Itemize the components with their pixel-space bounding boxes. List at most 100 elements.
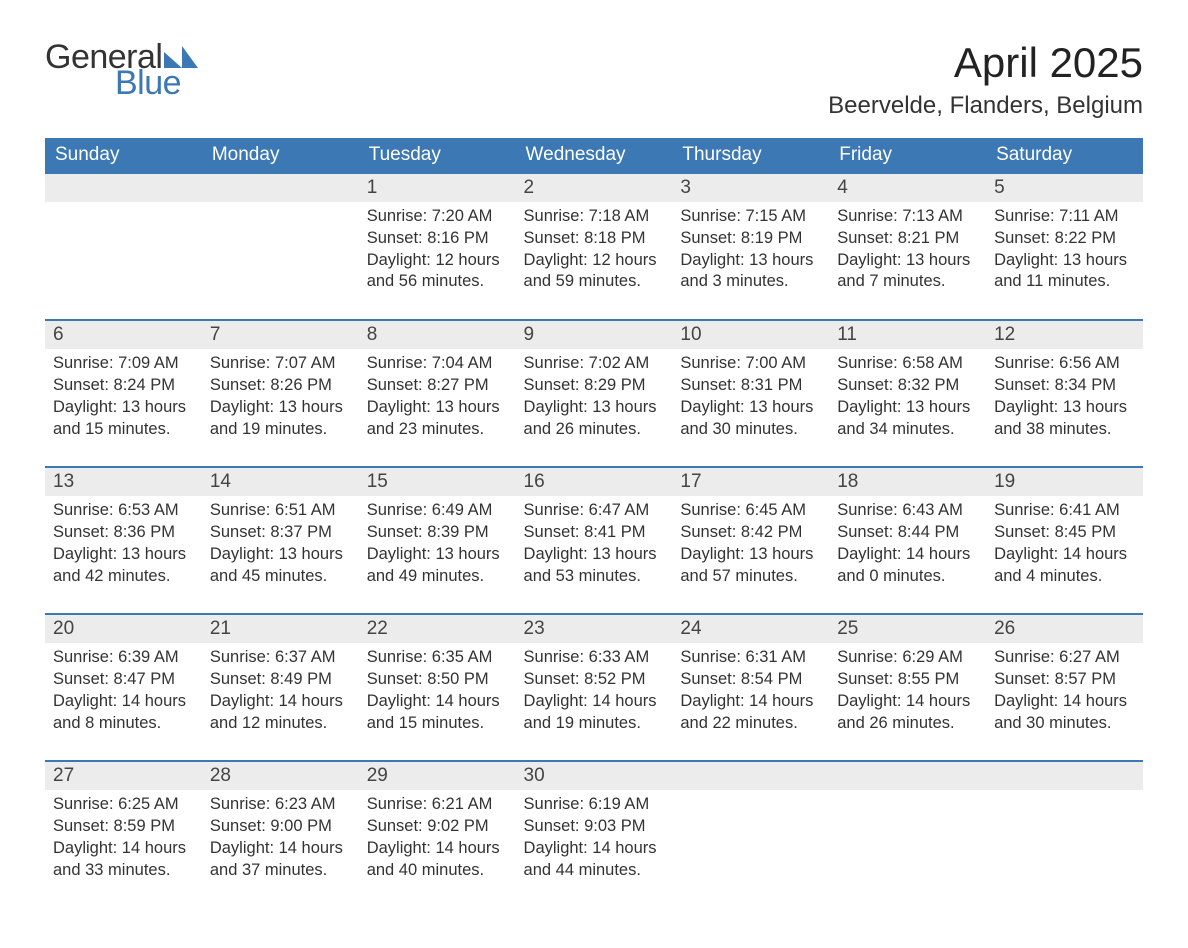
sunset-line: Sunset: 8:54 PM <box>680 669 821 691</box>
day-number-band: 17 <box>672 468 829 496</box>
daylight-line: Daylight: 14 hours and 33 minutes. <box>53 838 194 882</box>
daylight-line: Daylight: 14 hours and 44 minutes. <box>524 838 665 882</box>
day-number-band: 25 <box>829 615 986 643</box>
calendar-day-cell: 30Sunrise: 6:19 AMSunset: 9:03 PMDayligh… <box>516 761 673 907</box>
calendar-week-row: 6Sunrise: 7:09 AMSunset: 8:24 PMDaylight… <box>45 320 1143 467</box>
sunrise-line: Sunrise: 7:02 AM <box>524 353 665 375</box>
day-number-band: 4 <box>829 174 986 202</box>
sunrise-line: Sunrise: 6:35 AM <box>367 647 508 669</box>
sunrise-line: Sunrise: 6:49 AM <box>367 500 508 522</box>
day-number-band: 1 <box>359 174 516 202</box>
daylight-line: Daylight: 13 hours and 30 minutes. <box>680 397 821 441</box>
daylight-line: Daylight: 13 hours and 7 minutes. <box>837 250 978 294</box>
sunrise-line: Sunrise: 7:04 AM <box>367 353 508 375</box>
daylight-line: Daylight: 13 hours and 57 minutes. <box>680 544 821 588</box>
day-number-band: 20 <box>45 615 202 643</box>
calendar-day-cell: 10Sunrise: 7:00 AMSunset: 8:31 PMDayligh… <box>672 320 829 467</box>
sunrise-line: Sunrise: 6:45 AM <box>680 500 821 522</box>
sunset-line: Sunset: 8:57 PM <box>994 669 1135 691</box>
day-body: Sunrise: 6:21 AMSunset: 9:02 PMDaylight:… <box>359 790 516 907</box>
sunrise-line: Sunrise: 6:39 AM <box>53 647 194 669</box>
sunset-line: Sunset: 8:24 PM <box>53 375 194 397</box>
day-body: Sunrise: 6:27 AMSunset: 8:57 PMDaylight:… <box>986 643 1143 760</box>
day-header: Wednesday <box>516 138 673 173</box>
day-body: Sunrise: 7:00 AMSunset: 8:31 PMDaylight:… <box>672 349 829 466</box>
day-number-band: 9 <box>516 321 673 349</box>
day-body: Sunrise: 6:58 AMSunset: 8:32 PMDaylight:… <box>829 349 986 466</box>
calendar-day-cell: 29Sunrise: 6:21 AMSunset: 9:02 PMDayligh… <box>359 761 516 907</box>
sunset-line: Sunset: 8:19 PM <box>680 228 821 250</box>
day-body: Sunrise: 6:31 AMSunset: 8:54 PMDaylight:… <box>672 643 829 760</box>
day-number-band: 22 <box>359 615 516 643</box>
sunrise-line: Sunrise: 6:23 AM <box>210 794 351 816</box>
daylight-line: Daylight: 13 hours and 26 minutes. <box>524 397 665 441</box>
calendar-day-cell: 25Sunrise: 6:29 AMSunset: 8:55 PMDayligh… <box>829 614 986 761</box>
day-body: Sunrise: 6:47 AMSunset: 8:41 PMDaylight:… <box>516 496 673 613</box>
sunrise-line: Sunrise: 6:19 AM <box>524 794 665 816</box>
sunset-line: Sunset: 8:36 PM <box>53 522 194 544</box>
calendar-day-cell: 28Sunrise: 6:23 AMSunset: 9:00 PMDayligh… <box>202 761 359 907</box>
day-number-band: 23 <box>516 615 673 643</box>
daylight-line: Daylight: 14 hours and 26 minutes. <box>837 691 978 735</box>
calendar-day-cell: 23Sunrise: 6:33 AMSunset: 8:52 PMDayligh… <box>516 614 673 761</box>
day-body: Sunrise: 6:56 AMSunset: 8:34 PMDaylight:… <box>986 349 1143 466</box>
day-number-band: 11 <box>829 321 986 349</box>
sunset-line: Sunset: 8:45 PM <box>994 522 1135 544</box>
calendar-table: SundayMondayTuesdayWednesdayThursdayFrid… <box>45 138 1143 907</box>
calendar-day-cell: 11Sunrise: 6:58 AMSunset: 8:32 PMDayligh… <box>829 320 986 467</box>
day-body: Sunrise: 6:37 AMSunset: 8:49 PMDaylight:… <box>202 643 359 760</box>
day-number-band: 27 <box>45 762 202 790</box>
daylight-line: Daylight: 14 hours and 40 minutes. <box>367 838 508 882</box>
sunrise-line: Sunrise: 7:18 AM <box>524 206 665 228</box>
day-body: Sunrise: 6:51 AMSunset: 8:37 PMDaylight:… <box>202 496 359 613</box>
sunset-line: Sunset: 9:03 PM <box>524 816 665 838</box>
daylight-line: Daylight: 13 hours and 38 minutes. <box>994 397 1135 441</box>
sunset-line: Sunset: 8:52 PM <box>524 669 665 691</box>
day-number-band <box>45 174 202 202</box>
calendar-thead: SundayMondayTuesdayWednesdayThursdayFrid… <box>45 138 1143 173</box>
calendar-day-cell: 6Sunrise: 7:09 AMSunset: 8:24 PMDaylight… <box>45 320 202 467</box>
calendar-day-cell: 19Sunrise: 6:41 AMSunset: 8:45 PMDayligh… <box>986 467 1143 614</box>
sunrise-line: Sunrise: 6:58 AM <box>837 353 978 375</box>
daylight-line: Daylight: 14 hours and 19 minutes. <box>524 691 665 735</box>
calendar-day-cell: 8Sunrise: 7:04 AMSunset: 8:27 PMDaylight… <box>359 320 516 467</box>
calendar-day-cell: 21Sunrise: 6:37 AMSunset: 8:49 PMDayligh… <box>202 614 359 761</box>
sunset-line: Sunset: 8:31 PM <box>680 375 821 397</box>
day-body <box>829 790 986 880</box>
day-header: Friday <box>829 138 986 173</box>
calendar-day-cell: 1Sunrise: 7:20 AMSunset: 8:16 PMDaylight… <box>359 173 516 320</box>
sunset-line: Sunset: 8:42 PM <box>680 522 821 544</box>
location-subtitle: Beervelde, Flanders, Belgium <box>828 92 1143 120</box>
calendar-day-cell: 4Sunrise: 7:13 AMSunset: 8:21 PMDaylight… <box>829 173 986 320</box>
sunset-line: Sunset: 8:39 PM <box>367 522 508 544</box>
daylight-line: Daylight: 14 hours and 8 minutes. <box>53 691 194 735</box>
calendar-day-cell: 24Sunrise: 6:31 AMSunset: 8:54 PMDayligh… <box>672 614 829 761</box>
day-header: Sunday <box>45 138 202 173</box>
daylight-line: Daylight: 14 hours and 0 minutes. <box>837 544 978 588</box>
daylight-line: Daylight: 13 hours and 3 minutes. <box>680 250 821 294</box>
sunrise-line: Sunrise: 6:27 AM <box>994 647 1135 669</box>
day-number-band: 8 <box>359 321 516 349</box>
day-body: Sunrise: 7:02 AMSunset: 8:29 PMDaylight:… <box>516 349 673 466</box>
calendar-week-row: 20Sunrise: 6:39 AMSunset: 8:47 PMDayligh… <box>45 614 1143 761</box>
day-body: Sunrise: 6:53 AMSunset: 8:36 PMDaylight:… <box>45 496 202 613</box>
daylight-line: Daylight: 14 hours and 37 minutes. <box>210 838 351 882</box>
day-header: Saturday <box>986 138 1143 173</box>
day-number-band: 5 <box>986 174 1143 202</box>
day-number-band: 6 <box>45 321 202 349</box>
daylight-line: Daylight: 14 hours and 12 minutes. <box>210 691 351 735</box>
calendar-day-cell: 18Sunrise: 6:43 AMSunset: 8:44 PMDayligh… <box>829 467 986 614</box>
daylight-line: Daylight: 13 hours and 15 minutes. <box>53 397 194 441</box>
day-number-band <box>202 174 359 202</box>
day-body <box>45 202 202 292</box>
day-number-band: 3 <box>672 174 829 202</box>
daylight-line: Daylight: 13 hours and 42 minutes. <box>53 544 194 588</box>
day-number-band: 14 <box>202 468 359 496</box>
logo-text-blue: Blue <box>115 66 198 100</box>
day-number-band: 2 <box>516 174 673 202</box>
calendar-day-cell <box>829 761 986 907</box>
sunrise-line: Sunrise: 7:15 AM <box>680 206 821 228</box>
calendar-body: 1Sunrise: 7:20 AMSunset: 8:16 PMDaylight… <box>45 173 1143 907</box>
month-title: April 2025 <box>828 40 1143 86</box>
calendar-day-cell: 7Sunrise: 7:07 AMSunset: 8:26 PMDaylight… <box>202 320 359 467</box>
